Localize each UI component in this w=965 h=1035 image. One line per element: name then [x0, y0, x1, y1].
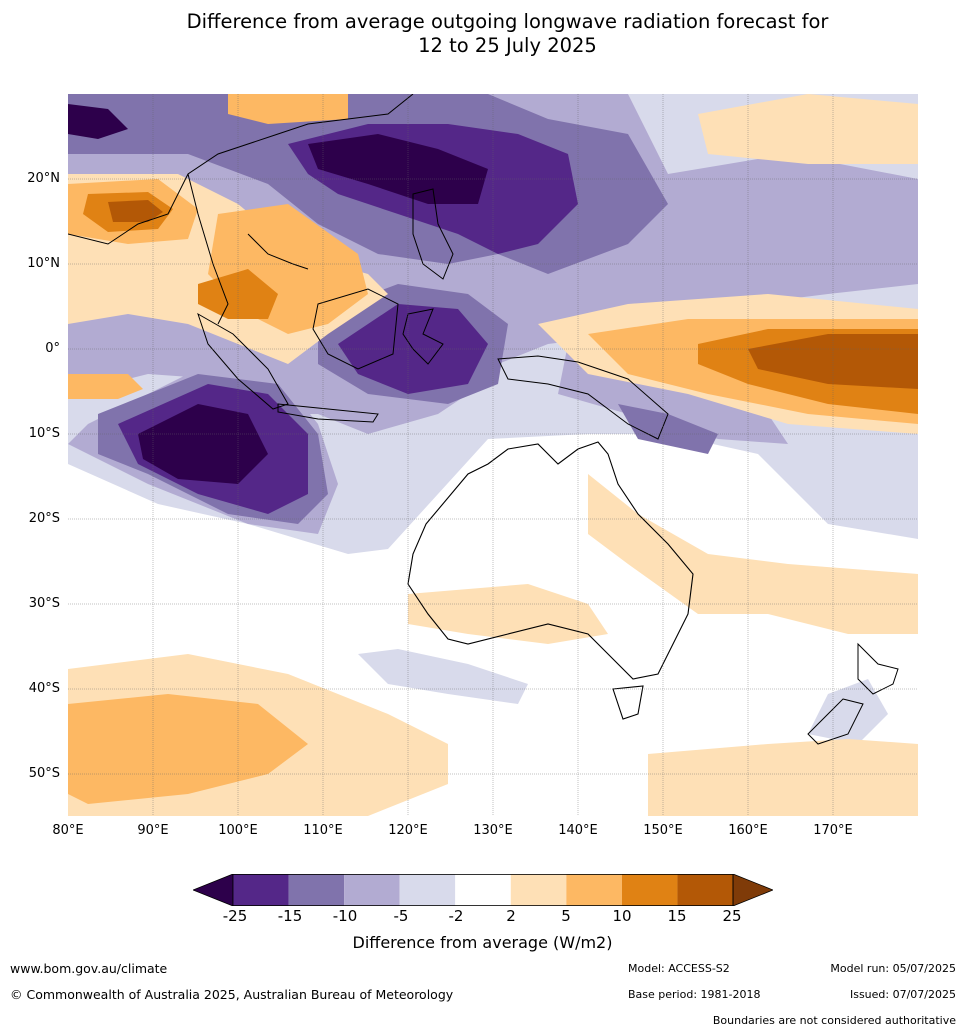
colorbar-extend-low: [191, 873, 234, 907]
colorbar-segment: [455, 874, 511, 906]
new-guinea-coastline: [497, 355, 669, 440]
colorbar-segment: [233, 874, 289, 906]
anomaly-region-darkest-purple: [308, 134, 488, 204]
olr-anomaly-map: [68, 94, 918, 816]
lat-label-0: 0°: [45, 341, 60, 356]
lon-label-160e: 160°E: [728, 823, 768, 838]
colorbar-tick: 10: [612, 907, 632, 925]
colorbar-segment: [677, 874, 733, 906]
lat-label-30s: 30°S: [28, 596, 60, 611]
lat-label-50s: 50°S: [28, 766, 60, 781]
colorbar-segment: [344, 874, 400, 906]
asia-mainland-coastline: [68, 94, 414, 325]
chart-title: Difference from average outgoing longwav…: [0, 10, 965, 58]
colorbar-segment: [399, 874, 456, 906]
colorbar-label: Difference from average (W/m2): [352, 933, 613, 952]
anomaly-region-orange-west: [68, 374, 143, 399]
boundaries-disclaimer: Boundaries are not considered authoritat…: [712, 1014, 956, 1027]
lon-label-90e: 90°E: [137, 823, 169, 838]
colorbar-segment: [510, 874, 567, 906]
anomaly-region-orange-southern-ocean: [68, 694, 308, 804]
sumatra-coastline: [197, 312, 289, 410]
model-run-date: Model run: 05/07/2025: [830, 962, 956, 975]
colorbar-extend-high: [732, 873, 775, 907]
anomaly-region-orange-top: [228, 94, 348, 124]
colorbar-tick: -15: [277, 907, 303, 925]
colorbar-tick: -10: [332, 907, 358, 925]
colorbar-outline: [232, 874, 734, 907]
lat-label-10s: 10°S: [28, 426, 60, 441]
colorbar-tick: -5: [393, 907, 409, 925]
lon-label-100e: 100°E: [218, 823, 258, 838]
java-coastline: [277, 403, 379, 423]
map-svg: [68, 94, 918, 816]
model-name: Model: ACCESS-S2: [628, 962, 730, 975]
colorbar-segment: [621, 874, 678, 906]
colorbar-tick: 2: [506, 907, 516, 925]
lon-label-110e: 110°E: [303, 823, 343, 838]
colorbar-tick: -25: [222, 907, 248, 925]
lon-label-150e: 150°E: [643, 823, 683, 838]
anomaly-region-darkest-orange-bay: [108, 200, 163, 222]
colorbar-tick: 25: [722, 907, 742, 925]
lon-label-80e: 80°E: [52, 823, 84, 838]
anomaly-region-light-purple-south: [358, 649, 528, 704]
anomaly-region-light-orange-ne: [698, 94, 918, 164]
anomaly-region-light-orange-south-aus: [408, 584, 608, 644]
title-line-2: 12 to 25 July 2025: [418, 34, 597, 57]
colorbar-tick: 15: [667, 907, 687, 925]
anomaly-region-light-orange-se: [648, 739, 918, 816]
colorbar-svg: [191, 873, 775, 907]
lat-label-10n: 10°N: [27, 256, 60, 271]
anomaly-region-light-purple-nz: [808, 679, 888, 744]
colorbar-tick: 5: [561, 907, 571, 925]
lat-label-20s: 20°S: [28, 511, 60, 526]
anomaly-region-darkest-purple-io: [138, 404, 268, 484]
anomaly-region-darkest-purple-nw: [68, 104, 128, 139]
colorbar-segment: [566, 874, 622, 906]
colorbar: [191, 873, 775, 907]
australia-coastline: [407, 441, 694, 680]
anomaly-region-light-orange-australia: [588, 474, 918, 634]
website-link[interactable]: www.bom.gov.au/climate: [10, 961, 168, 976]
title-line-1: Difference from average outgoing longwav…: [186, 10, 829, 33]
new-zealand-coastline: [807, 642, 899, 745]
colorbar-tick: -2: [448, 907, 464, 925]
lon-label-170e: 170°E: [813, 823, 853, 838]
borneo-coastline: [312, 288, 399, 370]
lat-label-40s: 40°S: [28, 681, 60, 696]
graticule: [68, 94, 918, 816]
anomaly-region-dark-purple-png: [618, 404, 718, 454]
anomaly-region-darkest-orange: [748, 334, 918, 389]
issued-date: Issued: 07/07/2025: [849, 988, 956, 1001]
copyright-text: © Commonwealth of Australia 2025, Austra…: [10, 987, 454, 1002]
lat-label-20n: 20°N: [27, 171, 60, 186]
lon-label-130e: 130°E: [473, 823, 513, 838]
colorbar-segment: [288, 874, 345, 906]
lon-label-120e: 120°E: [388, 823, 428, 838]
base-period: Base period: 1981-2018: [628, 988, 761, 1001]
philippines-coastline: [412, 188, 454, 280]
tasmania-coastline: [612, 685, 644, 720]
lon-label-140e: 140°E: [558, 823, 598, 838]
sulawesi-coastline: [402, 308, 444, 365]
